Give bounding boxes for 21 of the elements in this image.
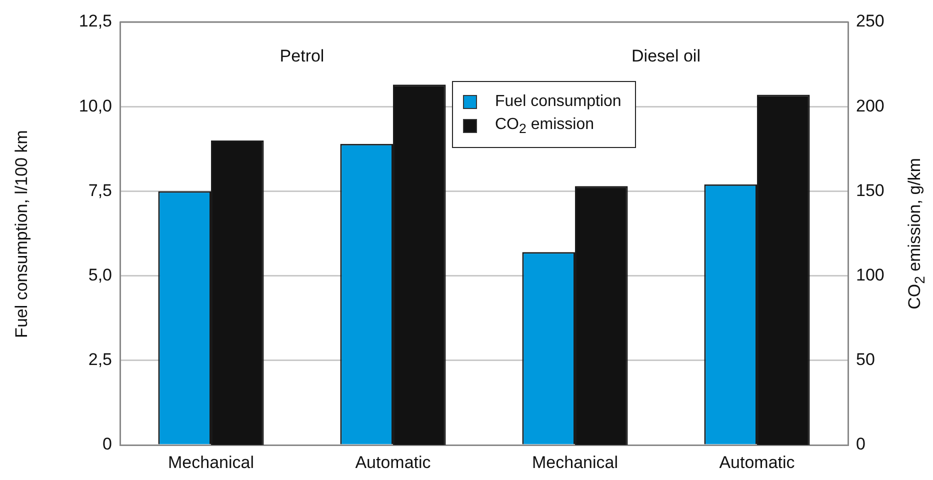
legend-label: CO$_{2}$ emission [495,116,594,136]
y2-tick-label: 200 [856,96,884,116]
legend-label: Fuel consumption [495,93,622,111]
y-tick-label: 7,5 [88,180,112,200]
y2-tick-label: 0 [856,434,866,454]
y-axis-title: Fuel consumption, l/100 km [12,130,32,338]
x-tick-label: Automatic [719,452,796,472]
y2-tick-label: 250 [856,12,884,31]
y-tick-label: 2,5 [88,350,112,370]
annotation: Diesel oil [632,46,700,66]
y2-tick-label: 150 [856,180,884,200]
annotation: Petrol [280,46,324,66]
x-tick-label: Mechanical [168,452,254,472]
y2-tick-label: 100 [856,265,884,284]
y-tick-label: 10,0 [78,96,112,116]
x-tick-label: Mechanical [532,452,618,472]
x-tick-label: Automatic [355,452,432,472]
y-tick-label: 5,0 [88,265,112,284]
y-tick-label: 0 [102,434,112,454]
y2-tick-label: 50 [856,350,875,370]
y-tick-label: 12,5 [78,12,112,31]
